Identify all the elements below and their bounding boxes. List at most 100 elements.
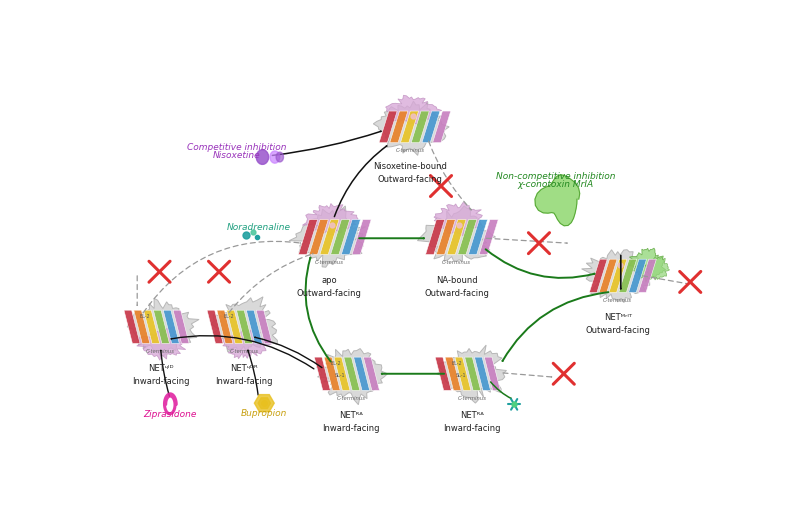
Polygon shape bbox=[474, 357, 490, 391]
Polygon shape bbox=[258, 398, 270, 409]
Text: apo: apo bbox=[322, 276, 338, 285]
Text: C-terminus: C-terminus bbox=[442, 260, 471, 266]
Polygon shape bbox=[437, 345, 506, 403]
Polygon shape bbox=[590, 259, 607, 293]
Polygon shape bbox=[302, 204, 358, 235]
Text: Inward-facing: Inward-facing bbox=[443, 424, 501, 433]
Text: Inward-facing: Inward-facing bbox=[132, 377, 190, 386]
Polygon shape bbox=[334, 357, 350, 391]
Polygon shape bbox=[317, 349, 387, 405]
Polygon shape bbox=[256, 310, 272, 343]
Polygon shape bbox=[447, 219, 466, 254]
Polygon shape bbox=[237, 310, 253, 343]
Text: Inward-facing: Inward-facing bbox=[215, 377, 273, 386]
Polygon shape bbox=[435, 357, 451, 391]
Polygon shape bbox=[342, 219, 361, 254]
Polygon shape bbox=[458, 219, 477, 254]
Polygon shape bbox=[226, 310, 242, 343]
Polygon shape bbox=[386, 95, 442, 125]
Polygon shape bbox=[582, 250, 650, 303]
Text: Noradrenaline: Noradrenaline bbox=[227, 223, 291, 232]
Polygon shape bbox=[599, 259, 617, 293]
Polygon shape bbox=[411, 111, 430, 143]
Polygon shape bbox=[629, 248, 666, 282]
Polygon shape bbox=[124, 310, 140, 343]
Text: EL-2: EL-2 bbox=[223, 314, 234, 319]
Text: C-terminus: C-terminus bbox=[146, 349, 175, 354]
Polygon shape bbox=[309, 219, 328, 254]
Polygon shape bbox=[363, 357, 379, 391]
Text: Non-competitive inhibition: Non-competitive inhibition bbox=[496, 172, 615, 181]
Polygon shape bbox=[144, 310, 160, 343]
Polygon shape bbox=[426, 219, 445, 254]
Polygon shape bbox=[422, 111, 440, 143]
Polygon shape bbox=[276, 152, 283, 162]
Polygon shape bbox=[137, 326, 186, 360]
Polygon shape bbox=[320, 219, 339, 254]
Text: Outward-facing: Outward-facing bbox=[586, 326, 650, 335]
Text: χ-conotoxin MrIA: χ-conotoxin MrIA bbox=[518, 180, 594, 189]
Polygon shape bbox=[289, 206, 366, 267]
Polygon shape bbox=[211, 297, 278, 354]
Text: NETᴿᴬ: NETᴿᴬ bbox=[460, 411, 484, 420]
Polygon shape bbox=[254, 395, 274, 412]
Polygon shape bbox=[479, 219, 498, 254]
Polygon shape bbox=[344, 357, 360, 391]
Polygon shape bbox=[298, 219, 318, 254]
Polygon shape bbox=[270, 151, 280, 163]
Text: C-terminus: C-terminus bbox=[603, 298, 632, 303]
Text: EL-2: EL-2 bbox=[330, 361, 341, 366]
Polygon shape bbox=[127, 298, 199, 356]
Text: Inward-facing: Inward-facing bbox=[322, 424, 380, 433]
Polygon shape bbox=[418, 206, 495, 261]
Polygon shape bbox=[314, 357, 330, 391]
Polygon shape bbox=[469, 219, 487, 254]
Polygon shape bbox=[433, 111, 450, 143]
Polygon shape bbox=[638, 259, 656, 293]
Polygon shape bbox=[246, 310, 262, 343]
Text: C-terminus: C-terminus bbox=[395, 148, 425, 153]
Polygon shape bbox=[324, 357, 340, 391]
Text: C-terminus: C-terminus bbox=[458, 396, 486, 401]
Polygon shape bbox=[217, 310, 233, 343]
Text: NETᶣᴵᴰ: NETᶣᴵᴰ bbox=[148, 364, 174, 373]
Polygon shape bbox=[354, 357, 370, 391]
Polygon shape bbox=[374, 101, 449, 155]
Polygon shape bbox=[644, 257, 670, 280]
Text: EL-2: EL-2 bbox=[140, 314, 150, 319]
Text: NETᴹʳᴵᵀ: NETᴹʳᴵᵀ bbox=[604, 313, 632, 322]
Text: C-terminus: C-terminus bbox=[337, 396, 366, 401]
Text: NETᶣᴰᴿ: NETᶣᴰᴿ bbox=[230, 364, 258, 373]
Polygon shape bbox=[535, 175, 580, 226]
Polygon shape bbox=[256, 149, 269, 164]
Polygon shape bbox=[390, 111, 408, 143]
Polygon shape bbox=[223, 328, 271, 359]
Polygon shape bbox=[618, 259, 637, 293]
Polygon shape bbox=[609, 259, 627, 293]
Text: SL-1: SL-1 bbox=[334, 373, 346, 378]
Polygon shape bbox=[484, 357, 500, 391]
Text: Outward-facing: Outward-facing bbox=[297, 289, 362, 298]
Text: EL-2: EL-2 bbox=[451, 361, 462, 366]
Polygon shape bbox=[173, 310, 189, 343]
Polygon shape bbox=[330, 219, 350, 254]
Polygon shape bbox=[163, 310, 179, 343]
Text: Nisoxetine: Nisoxetine bbox=[213, 151, 260, 160]
Text: C-terminus: C-terminus bbox=[315, 260, 344, 266]
Polygon shape bbox=[436, 219, 455, 254]
Polygon shape bbox=[379, 111, 397, 143]
Text: Competitive inhibition: Competitive inhibition bbox=[186, 143, 286, 152]
Text: SL-1: SL-1 bbox=[455, 373, 466, 378]
Text: Ziprasidone: Ziprasidone bbox=[143, 410, 197, 419]
Polygon shape bbox=[401, 111, 418, 143]
Text: NETᴿᴬ: NETᴿᴬ bbox=[339, 411, 363, 420]
Polygon shape bbox=[154, 310, 170, 343]
Text: NA-bound: NA-bound bbox=[436, 276, 478, 285]
Polygon shape bbox=[465, 357, 481, 391]
Polygon shape bbox=[352, 219, 371, 254]
Text: Outward-facing: Outward-facing bbox=[424, 289, 489, 298]
Text: Bupropion: Bupropion bbox=[241, 409, 287, 418]
Text: Nisoxetine-bound: Nisoxetine-bound bbox=[373, 162, 447, 171]
Polygon shape bbox=[455, 357, 471, 391]
Text: Outward-facing: Outward-facing bbox=[378, 175, 442, 184]
